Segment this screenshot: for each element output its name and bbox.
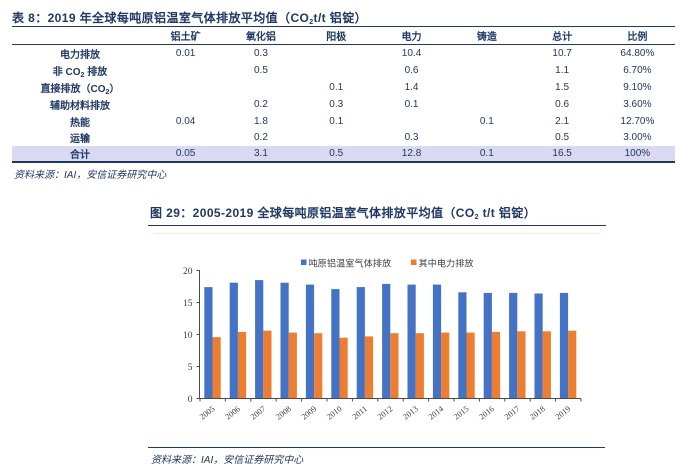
svg-text:2013: 2013 bbox=[401, 404, 420, 421]
svg-text:吨原铝温室气体排放: 吨原铝温室气体排放 bbox=[309, 257, 392, 268]
svg-text:2012: 2012 bbox=[376, 404, 395, 421]
svg-text:2009: 2009 bbox=[300, 404, 319, 421]
svg-text:2016: 2016 bbox=[477, 404, 496, 421]
svg-text:2008: 2008 bbox=[274, 404, 293, 421]
svg-text:2007: 2007 bbox=[249, 404, 268, 421]
svg-text:2015: 2015 bbox=[452, 404, 471, 421]
svg-text:2010: 2010 bbox=[325, 404, 344, 421]
svg-text:20: 20 bbox=[183, 267, 193, 277]
svg-text:10: 10 bbox=[183, 331, 193, 341]
svg-text:2014: 2014 bbox=[427, 404, 446, 422]
svg-text:2017: 2017 bbox=[503, 404, 522, 421]
svg-text:15: 15 bbox=[183, 299, 193, 309]
svg-text:2005: 2005 bbox=[198, 404, 217, 421]
svg-text:0: 0 bbox=[188, 395, 193, 405]
svg-text:2018: 2018 bbox=[528, 404, 547, 421]
svg-text:5: 5 bbox=[188, 363, 193, 373]
svg-text:2011: 2011 bbox=[351, 404, 369, 421]
svg-text:其中电力排放: 其中电力排放 bbox=[419, 257, 474, 268]
svg-text:2006: 2006 bbox=[223, 404, 242, 421]
svg-text:2019: 2019 bbox=[554, 404, 573, 421]
